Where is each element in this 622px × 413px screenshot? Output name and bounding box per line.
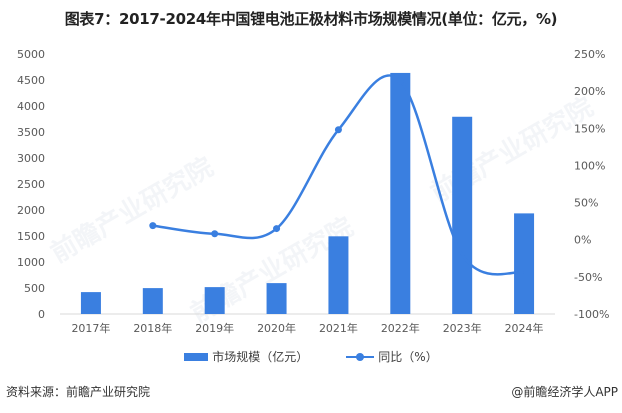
chart-title: 图表7：2017-2024年中国锂电池正极材料市场规模情况(单位：亿元，%) <box>64 10 558 28</box>
yoy-line-series <box>152 74 525 276</box>
source-note: 资料来源：前瞻产业研究院 <box>6 385 151 399</box>
left-tick-label: 1500 <box>17 230 45 243</box>
right-tick-label: 200% <box>574 85 605 98</box>
x-tick-label: 2017年 <box>71 321 110 335</box>
x-axis-labels: 2017年 2018年 2019年 2020年 2021年 2022年 2023年 2024年 <box>71 321 543 335</box>
line-marker <box>273 225 281 233</box>
right-y-axis: -100% -50% 0% 50% 100% 150% 200% 250% <box>574 48 609 321</box>
right-tick-label: 150% <box>574 122 605 135</box>
x-tick-label: 2018年 <box>133 321 172 335</box>
left-tick-label: 5000 <box>17 48 45 61</box>
line-marker <box>334 126 342 134</box>
x-tick-label: 2023年 <box>443 321 482 335</box>
x-tick-label: 2022年 <box>381 321 420 335</box>
line-marker <box>149 222 157 230</box>
x-tick-label: 2019年 <box>195 321 234 335</box>
left-tick-label: 3500 <box>17 126 45 139</box>
bar <box>328 236 349 314</box>
line-marker <box>211 230 219 238</box>
left-tick-label: 4000 <box>17 100 45 113</box>
left-tick-label: 1000 <box>17 256 45 269</box>
left-tick-label: 2500 <box>17 178 45 191</box>
bar <box>390 72 411 314</box>
x-tick-label: 2021年 <box>319 321 358 335</box>
bar <box>80 292 101 314</box>
bar <box>142 288 163 314</box>
line-marker-icon <box>346 351 375 363</box>
left-y-axis: 0 500 1000 1500 2000 2500 3000 3500 4000 4500 5000 <box>17 48 45 321</box>
bar <box>452 116 473 314</box>
left-tick-label: 2000 <box>17 204 45 217</box>
left-tick-label: 500 <box>24 282 45 295</box>
bar-swatch-icon <box>184 352 209 361</box>
right-tick-label: -100% <box>574 308 609 321</box>
line-markers <box>149 77 404 238</box>
legend-label: 同比（%） <box>378 350 438 364</box>
bar-series <box>80 72 535 314</box>
left-tick-label: 0 <box>38 308 45 321</box>
x-tick-label: 2020年 <box>257 321 296 335</box>
right-tick-label: -50% <box>574 271 602 284</box>
legend-label: 市场规模（亿元） <box>212 350 309 364</box>
bar <box>514 213 535 314</box>
x-tick-label: 2024年 <box>505 321 544 335</box>
legend: 市场规模（亿元） 同比（%） <box>0 348 622 365</box>
legend-item-market-size: 市场规模（亿元） <box>184 348 308 365</box>
legend-item-yoy: 同比（%） <box>346 348 438 365</box>
line-marker <box>396 77 404 85</box>
bar <box>204 287 225 314</box>
bar <box>266 283 287 314</box>
credit-note: @前瞻经济学人APP <box>511 385 618 399</box>
right-tick-label: 100% <box>574 159 605 172</box>
right-tick-label: 250% <box>574 48 605 61</box>
right-tick-label: 50% <box>574 197 598 210</box>
left-tick-label: 3000 <box>17 152 45 165</box>
left-tick-label: 4500 <box>17 74 45 87</box>
right-tick-label: 0% <box>574 234 591 247</box>
